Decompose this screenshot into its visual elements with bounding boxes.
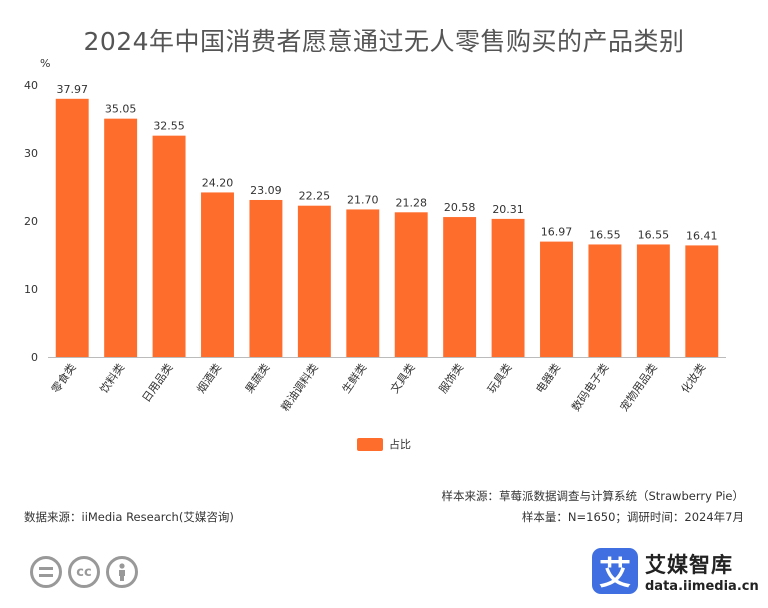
data-label: 16.41: [686, 229, 718, 242]
bar[interactable]: [104, 118, 138, 357]
y-tick-label: 10: [24, 283, 38, 296]
data-label: 24.20: [202, 176, 234, 189]
legend-label: 占比: [389, 438, 411, 451]
data-label: 22.25: [299, 190, 331, 203]
data-label: 16.55: [638, 228, 670, 241]
bar-chart: % 0 10 20 30 40 37.97 零食类 35.05 饮料类 32.55 日用品类 24.20…: [24, 57, 726, 414]
x-tick-label: 日用品类: [139, 361, 176, 405]
x-tick-label: 果蔬类: [242, 361, 272, 396]
data-label: 16.97: [541, 226, 573, 239]
x-tick-label: 零食类: [48, 361, 78, 396]
data-label: 23.09: [250, 184, 282, 197]
data-label: 21.70: [347, 193, 379, 206]
data-label: 37.97: [56, 83, 88, 96]
chart-title: 2024年中国消费者愿意通过无人零售购买的产品类别: [83, 27, 685, 56]
y-tick-label: 30: [24, 147, 38, 160]
x-tick-label: 饮料类: [97, 361, 127, 396]
license-icons: cc: [30, 556, 138, 588]
data-source: 数据来源：iiMedia Research(艾媒咨询): [24, 510, 234, 524]
x-tick-label: 电器类: [533, 361, 563, 396]
data-label: 20.58: [444, 201, 476, 214]
person-icon: [106, 556, 138, 588]
x-tick-label: 宠物用品类: [617, 361, 660, 414]
bar[interactable]: [685, 245, 719, 357]
bar[interactable]: [249, 199, 283, 357]
bar[interactable]: [588, 244, 622, 357]
equal-icon: [30, 556, 62, 588]
bar[interactable]: [201, 192, 234, 357]
data-label: 32.55: [153, 120, 185, 133]
legend[interactable]: 占比: [357, 436, 411, 452]
bar[interactable]: [55, 98, 89, 357]
x-tick-label: 文具类: [387, 361, 417, 396]
data-label: 16.55: [589, 228, 621, 241]
iimedia-logo: 艾 艾媒智库 data.iimedia.cn: [592, 548, 759, 594]
x-tick-label: 化妆类: [678, 361, 708, 396]
x-tick-label: 粮油调料类: [278, 361, 321, 414]
x-tick-label: 服饰类: [436, 361, 466, 396]
bar[interactable]: [346, 209, 380, 357]
cc-icon: cc: [68, 556, 100, 588]
x-tick-label: 玩具类: [484, 361, 514, 396]
x-tick-label: 烟酒类: [194, 361, 224, 396]
logo-url: data.iimedia.cn: [645, 578, 759, 594]
sample-source: 样本来源：草莓派数据调查与计算系统（Strawberry Pie）: [441, 489, 744, 503]
y-tick-label: 0: [31, 351, 38, 364]
legend-swatch: [357, 437, 383, 451]
data-label: 21.28: [395, 196, 427, 209]
x-tick-label: 数码电子类: [568, 361, 611, 414]
logo-name: 艾媒智库: [645, 552, 733, 577]
sample-info: 样本量：N=1650；调研时间：2024年7月: [521, 510, 744, 524]
bar[interactable]: [297, 205, 331, 357]
logo-mark: 艾: [592, 548, 638, 594]
y-tick-label: 20: [24, 215, 38, 228]
data-label: 35.05: [105, 103, 137, 116]
data-label: 20.31: [492, 203, 524, 216]
bar[interactable]: [152, 135, 186, 357]
x-tick-label: 生鲜类: [339, 361, 369, 396]
bar[interactable]: [636, 244, 670, 357]
bar[interactable]: [394, 212, 428, 357]
bar[interactable]: [540, 241, 573, 357]
y-axis-unit: %: [40, 57, 50, 70]
bar[interactable]: [443, 217, 477, 357]
y-tick-label: 40: [24, 79, 38, 92]
bar[interactable]: [491, 218, 525, 357]
